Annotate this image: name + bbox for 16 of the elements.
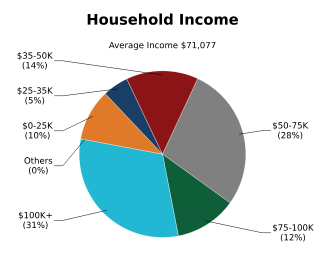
slice-label: $75-100K <box>273 224 314 232</box>
data-label: (14%) <box>22 62 47 70</box>
slice-label: $25-35K <box>18 87 53 95</box>
chart-subtitle: Average Income $71,077 <box>108 42 216 50</box>
chart-title: Household Income <box>88 14 238 25</box>
data-label: (5%) <box>25 96 44 105</box>
data-label: (12%) <box>280 234 306 242</box>
slice-label: $35-50K <box>18 52 53 60</box>
category-label: Others <box>24 157 52 164</box>
slice-label: $50-75K <box>273 122 308 130</box>
text: (0%) <box>28 166 48 175</box>
data-label: (31%) <box>23 221 48 230</box>
data-label: (28%) <box>278 132 302 140</box>
slice-label: $100K+ <box>18 212 52 220</box>
data-label: (10%) <box>25 132 50 140</box>
slice-label: $0-25K <box>22 122 53 130</box>
